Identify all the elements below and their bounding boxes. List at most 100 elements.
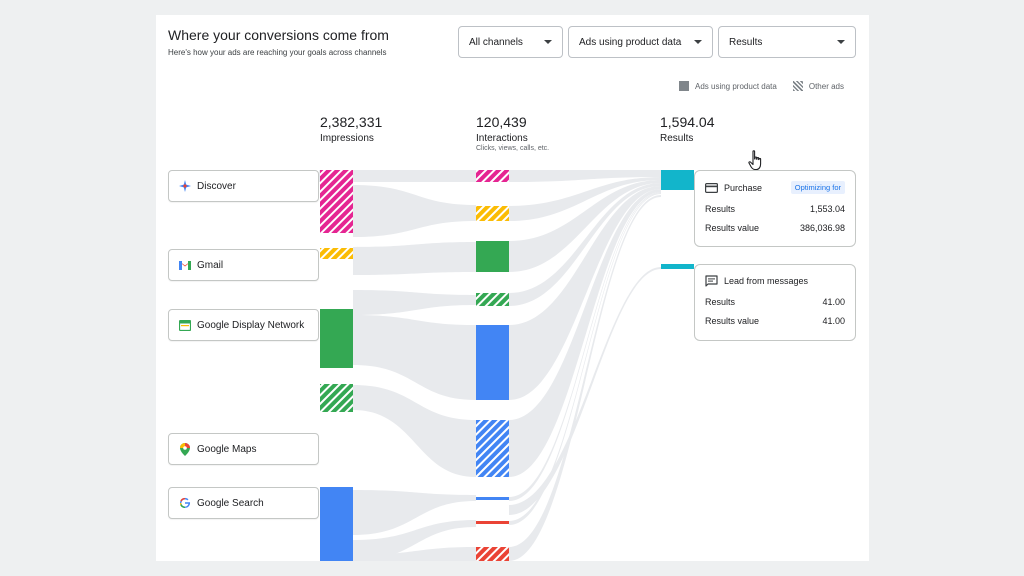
bar-discover-other <box>320 170 353 233</box>
ad-type-filter-dropdown[interactable]: Ads using product data <box>568 26 713 58</box>
credit-card-icon <box>705 182 718 193</box>
page-title: Where your conversions come from <box>168 27 389 43</box>
row-value: 41.00 <box>822 297 845 307</box>
flow-band <box>509 189 661 477</box>
row-value: 386,036.98 <box>799 223 845 233</box>
bar-display-other <box>320 384 353 412</box>
row-label: Results value <box>705 223 760 233</box>
page-subtitle: Here's how your ads are reaching your go… <box>168 48 387 57</box>
maps-pin-icon <box>179 442 191 456</box>
conversions-card: Where your conversions come from Here's … <box>156 15 869 561</box>
flow-band <box>509 170 661 182</box>
flow-band <box>353 315 476 400</box>
channel-gmail[interactable]: Gmail <box>168 249 319 281</box>
channel-name: Discover <box>197 180 236 192</box>
legend-solid-label: Ads using product data <box>695 81 777 91</box>
row-value: 41.00 <box>822 316 845 326</box>
flow-band <box>353 520 476 561</box>
bar-display-product <box>320 309 353 368</box>
impression-bars <box>320 170 353 561</box>
interactions-value: 120,439 <box>476 114 527 130</box>
row-label: Results value <box>705 316 760 326</box>
row-label: Results <box>705 204 736 214</box>
flow-band <box>509 186 661 400</box>
channel-discover[interactable]: Discover <box>168 170 319 202</box>
result-row: Results 1,553.04 <box>705 204 845 214</box>
impressions-stat: 2,382,331 Impressions <box>320 114 382 144</box>
result-row: Results 41.00 <box>705 297 845 307</box>
result-card-lead[interactable]: Lead from messages Results 41.00 Results… <box>694 264 856 341</box>
flow-bands <box>319 170 661 561</box>
row-value: 1,553.04 <box>809 204 845 214</box>
result-card-header: Lead from messages <box>705 275 845 287</box>
hatched-swatch-icon <box>792 81 803 91</box>
metric-filter-value: Results <box>729 36 763 48</box>
result-card-purchase[interactable]: Purchase Optimizing for Results 1,553.04… <box>694 170 856 247</box>
bar-gmail-interactions <box>476 206 509 221</box>
channel-name: Google Maps <box>197 443 257 455</box>
legend: Ads using product data Other ads <box>679 81 844 91</box>
flow-band <box>353 185 476 237</box>
chevron-down-icon <box>837 40 845 44</box>
channel-name: Google Display Network <box>197 319 305 331</box>
bar-lead-results <box>661 264 694 269</box>
channel-name: Gmail <box>197 259 224 271</box>
hand-cursor-icon <box>748 150 762 171</box>
result-card-title: Purchase <box>724 182 763 193</box>
flow-band <box>353 290 476 315</box>
interactions-sublabel: Clicks, views, calls, etc. <box>476 145 550 152</box>
message-icon <box>705 275 718 287</box>
channel-display-network[interactable]: Google Display Network <box>168 309 319 341</box>
discover-icon <box>179 180 191 192</box>
row-label: Results <box>705 297 736 307</box>
flow-band <box>509 180 661 272</box>
bar-red-hatched-interactions <box>476 547 509 561</box>
channel-filter-value: All channels <box>469 36 523 48</box>
impressions-value: 2,382,331 <box>320 114 383 130</box>
sankey-flow-diagram <box>319 170 694 561</box>
bar-purchase-results <box>661 170 694 190</box>
result-row: Results value 386,036.98 <box>705 223 845 233</box>
interaction-bars <box>476 170 509 561</box>
bar-display-other-interactions <box>476 293 509 306</box>
optimizing-badge: Optimizing for <box>790 181 845 194</box>
impressions-label: Impressions <box>320 133 374 144</box>
ad-type-filter-value: Ads using product data <box>579 36 682 48</box>
bar-blue-thin-interactions <box>476 497 509 500</box>
flow-band <box>353 547 476 561</box>
gmail-icon <box>179 259 191 271</box>
result-row: Results value 41.00 <box>705 316 845 326</box>
results-value: 1,594.04 <box>660 114 715 130</box>
results-stat: 1,594.04 Results <box>660 114 715 144</box>
chevron-down-icon <box>544 40 552 44</box>
chevron-down-icon <box>694 40 702 44</box>
flow-band <box>353 385 476 477</box>
channel-name: Google Search <box>197 497 264 509</box>
bar-search-product <box>320 487 353 561</box>
bar-gmail-other <box>320 248 353 259</box>
channel-search[interactable]: Google Search <box>168 487 319 519</box>
channel-filter-dropdown[interactable]: All channels <box>458 26 563 58</box>
bar-discover-interactions <box>476 170 509 182</box>
flow-band <box>353 242 476 275</box>
results-label: Results <box>660 133 694 144</box>
legend-hatched-label: Other ads <box>808 81 844 91</box>
result-bars <box>661 170 694 269</box>
flow-band <box>509 195 661 561</box>
flow-band <box>353 490 476 535</box>
bar-search-product-interactions <box>476 325 509 400</box>
flow-band <box>319 170 476 182</box>
interactions-stat: 120,439 Interactions Clicks, views, call… <box>476 114 549 152</box>
bar-red-thin-interactions <box>476 521 509 524</box>
solid-swatch-icon <box>679 81 689 91</box>
display-network-icon <box>179 319 191 331</box>
flow-band <box>509 177 661 221</box>
google-g-icon <box>179 497 191 509</box>
result-card-title: Lead from messages <box>724 276 809 286</box>
channel-maps[interactable]: Google Maps <box>168 433 319 465</box>
bar-display-product-interactions <box>476 241 509 272</box>
metric-filter-dropdown[interactable]: Results <box>718 26 856 58</box>
result-card-header: Purchase Optimizing for <box>705 181 845 194</box>
interactions-label: Interactions <box>476 133 528 144</box>
flow-band <box>509 183 661 306</box>
